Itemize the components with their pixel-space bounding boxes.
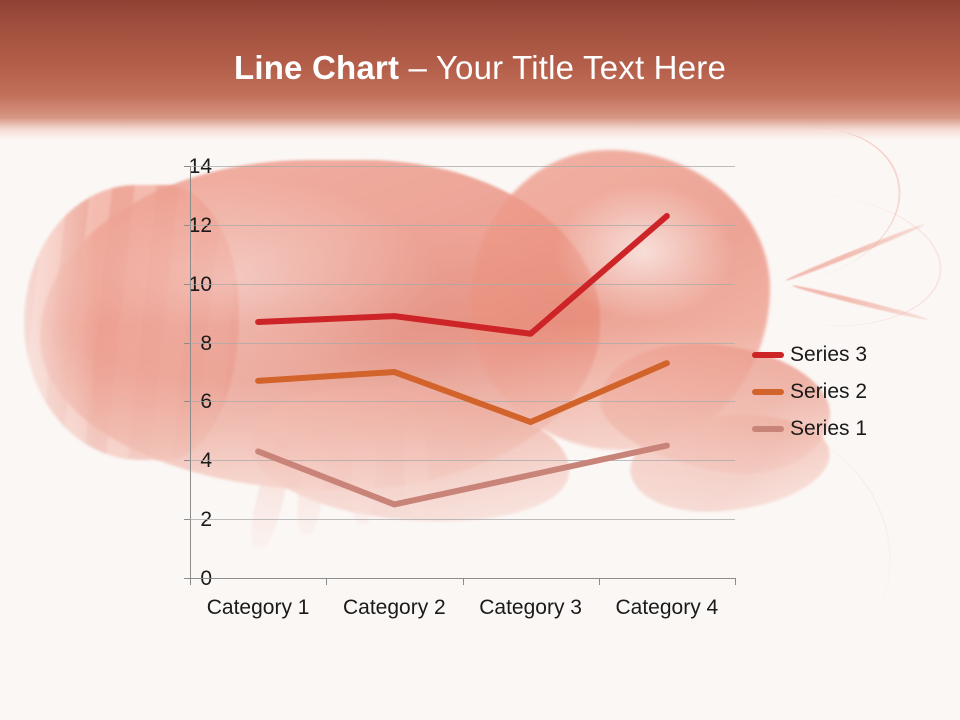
x-axis-tick	[326, 578, 328, 585]
y-axis-tick	[184, 283, 190, 285]
x-axis-label: Category 1	[206, 596, 310, 619]
legend-swatch-icon	[752, 351, 784, 358]
series-lines	[255, 213, 670, 508]
legend-label: Series 1	[790, 417, 868, 440]
y-axis-tick	[184, 224, 190, 226]
x-axis-tick	[190, 578, 191, 585]
series-line-series-3	[255, 213, 670, 337]
x-axis-label: Category 4	[615, 596, 719, 619]
x-axis-label: Category 2	[343, 596, 446, 619]
y-axis-line	[190, 166, 191, 578]
legend-label: Series 3	[790, 343, 868, 366]
y-axis-tick	[184, 578, 190, 579]
series-line-series-1	[255, 442, 670, 508]
gridline	[190, 224, 735, 226]
y-axis-tick	[184, 166, 190, 167]
title-band	[0, 0, 960, 140]
x-axis-tick	[735, 578, 736, 585]
y-axis-tick	[184, 460, 190, 462]
plot-area	[184, 166, 735, 579]
legend-swatch-icon	[752, 388, 784, 395]
legend-item-series-1[interactable]: Series 1	[752, 410, 867, 447]
y-axis-tick	[184, 401, 190, 403]
chart-legend: Series 3 Series 2 Series 1	[752, 336, 867, 447]
gridline	[190, 342, 735, 344]
x-axis-tick	[598, 578, 600, 585]
gridline	[190, 401, 735, 403]
y-axis-tick	[184, 342, 190, 344]
legend-item-series-2[interactable]: Series 2	[752, 373, 867, 410]
page-title-bold: Line Chart	[233, 49, 400, 86]
x-axis-tick	[462, 578, 464, 585]
series-line-series-2	[255, 360, 670, 426]
gridline	[190, 166, 735, 167]
page-title: Line Chart – Your Title Text Here	[0, 48, 960, 88]
gridline	[190, 460, 735, 462]
legend-label: Series 2	[790, 380, 868, 403]
x-axis-label: Category 3	[479, 596, 582, 619]
legend-item-series-3[interactable]: Series 3	[752, 336, 867, 373]
legend-swatch-icon	[752, 425, 784, 432]
gridline	[190, 519, 735, 521]
gridline	[190, 283, 735, 285]
page-title-rest: – Your Title Text Here	[399, 49, 727, 86]
y-axis-tick	[184, 519, 190, 521]
